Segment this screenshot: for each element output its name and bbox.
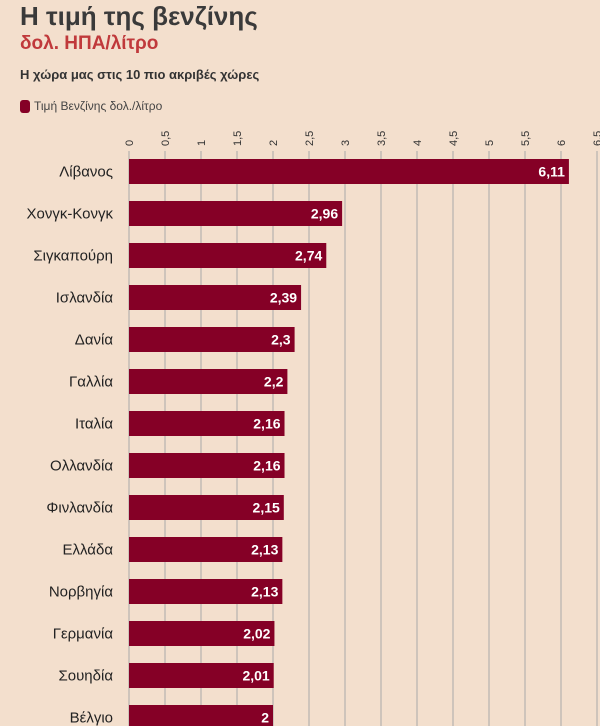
x-tick-label: 5: [484, 140, 496, 146]
x-tick-label: 6,5: [592, 131, 600, 146]
bar-value-label: 2,01: [242, 668, 269, 684]
bar: [129, 411, 285, 436]
category-label: Ισλανδία: [56, 290, 114, 307]
bar-value-label: 6,11: [538, 164, 565, 180]
category-label: Δανία: [75, 332, 114, 349]
bar-value-label: 2,13: [251, 584, 278, 600]
bar-value-label: 2,2: [264, 374, 284, 390]
x-tick-label: 1,5: [232, 131, 244, 146]
x-tick-label: 1: [196, 140, 208, 146]
bar-value-label: 2,96: [311, 206, 338, 222]
bar: [129, 495, 284, 520]
bar-value-label: 2,02: [243, 626, 270, 642]
bar: [129, 621, 275, 646]
category-label: Σιγκαπούρη: [33, 248, 113, 265]
bar: [129, 201, 343, 226]
x-tick-label: 4: [412, 140, 424, 146]
x-tick-label: 2,5: [304, 131, 316, 146]
bar-value-label: 2,13: [251, 542, 278, 558]
bar-value-label: 2,15: [253, 500, 280, 516]
chart-subtitle: δολ. ΗΠΑ/λίτρο: [20, 33, 159, 54]
x-tick-label: 4,5: [448, 131, 460, 146]
bar: [129, 327, 295, 352]
bar: [129, 453, 285, 478]
chart-title: Η τιμή της βενζίνης: [20, 1, 258, 31]
category-label: Ιταλία: [75, 416, 113, 433]
bar-value-label: 2,39: [270, 290, 297, 306]
bar: [129, 285, 302, 310]
x-tick-label: 3,5: [376, 131, 388, 146]
bar: [129, 537, 283, 562]
bar-value-label: 2,16: [253, 416, 280, 432]
bar: [129, 369, 288, 394]
category-label: Ελλάδα: [63, 542, 114, 559]
category-label: Λίβανος: [59, 164, 113, 181]
category-label: Νορβηγία: [49, 584, 114, 601]
bar-value-label: 2,3: [271, 332, 291, 348]
category-label: Φινλανδία: [46, 500, 113, 517]
bar: [129, 159, 569, 184]
chart-caption: Η χώρα μας στις 10 πιο ακριβές χώρες: [20, 67, 260, 82]
bar-value-label: 2,74: [295, 248, 322, 264]
x-tick-label: 6: [556, 140, 568, 146]
bar: [129, 579, 283, 604]
x-tick-label: 0,5: [160, 131, 172, 146]
legend-swatch: [20, 99, 30, 113]
category-label: Ολλανδία: [50, 458, 113, 475]
legend-label: Τιμή Βενζίνης δολ./λίτρο: [34, 99, 163, 113]
category-label: Γαλλία: [69, 374, 113, 391]
x-tick-label: 5,5: [520, 131, 532, 146]
category-label: Σουηδία: [58, 668, 113, 685]
x-tick-label: 3: [340, 140, 352, 146]
category-label: Χονγκ-Κονγκ: [26, 206, 113, 223]
bar-value-label: 2,16: [253, 458, 280, 474]
category-label: Γερμανία: [53, 626, 114, 643]
bar: [129, 663, 274, 688]
bar-value-label: 2: [261, 710, 269, 726]
x-tick-label: 0: [124, 140, 136, 146]
bar: [129, 705, 273, 726]
x-tick-label: 2: [268, 140, 280, 146]
bar: [129, 243, 327, 268]
category-label: Βέλγιο: [70, 710, 113, 726]
chart-legend: Τιμή Βενζίνης δολ./λίτρο: [20, 99, 162, 113]
